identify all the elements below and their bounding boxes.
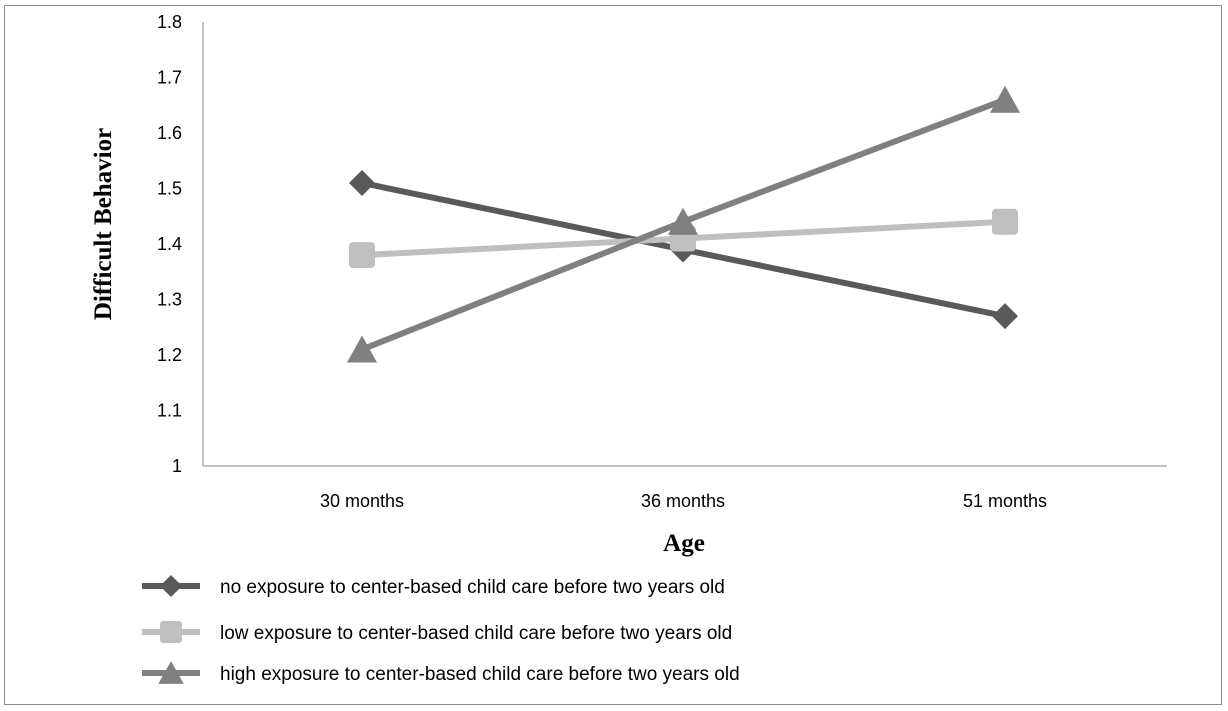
legend-item: high exposure to center-based child care… (142, 661, 740, 685)
y-tick-label: 1.8 (157, 12, 182, 32)
y-tick-label: 1.3 (157, 290, 182, 310)
triangle-marker (668, 207, 698, 235)
y-tick-label: 1.7 (157, 68, 182, 88)
triangle-marker (347, 335, 377, 363)
y-tick-label: 1.6 (157, 123, 182, 143)
series-layer (347, 85, 1020, 363)
square-marker (349, 242, 375, 269)
legend-label: low exposure to center-based child care … (220, 623, 732, 644)
y-tick-label: 1 (172, 456, 182, 476)
diamond-marker (349, 169, 375, 196)
y-tick-label: 1.2 (157, 345, 182, 365)
legend: no exposure to center-based child care b… (142, 574, 740, 685)
legend-label: high exposure to center-based child care… (220, 664, 740, 685)
diamond-marker (159, 574, 183, 598)
y-axis-title: Difficult Behavior (90, 128, 117, 320)
legend-label: no exposure to center-based child care b… (220, 577, 725, 598)
x-tick-label: 36 months (641, 491, 725, 511)
chart-frame (4, 5, 1222, 705)
legend-item: low exposure to center-based child care … (142, 620, 732, 644)
diamond-marker (992, 303, 1018, 330)
x-axis-title: Age (663, 530, 705, 557)
series-3 (347, 85, 1020, 363)
x-tick-label: 30 months (320, 491, 404, 511)
legend-item: no exposure to center-based child care b… (142, 574, 725, 598)
y-tick-label: 1.1 (157, 401, 182, 421)
y-tick-labels: 1 1.1 1.2 1.3 1.4 1.5 1.6 1.7 1.8 (157, 12, 182, 476)
square-marker (992, 208, 1018, 235)
x-tick-label: 51 months (963, 491, 1047, 511)
chart-axes (202, 22, 1167, 467)
square-marker (159, 620, 183, 644)
triangle-marker (158, 661, 184, 684)
y-tick-label: 1.5 (157, 179, 182, 199)
y-tick-label: 1.4 (157, 234, 182, 254)
triangle-marker (990, 85, 1020, 113)
x-tick-labels: 30 months 36 months 51 months (320, 491, 1047, 511)
